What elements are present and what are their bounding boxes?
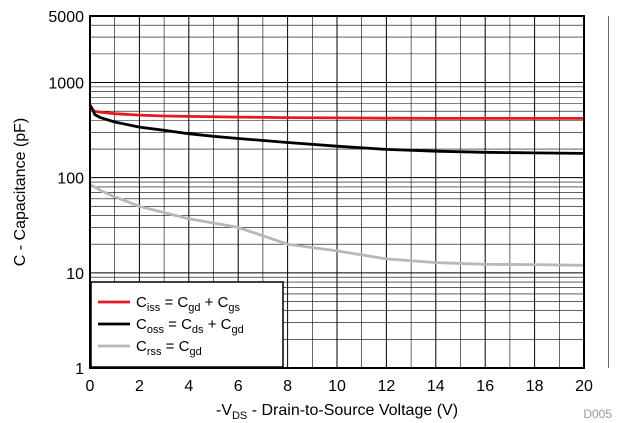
series-line-2 [89, 183, 585, 267]
series-line-1 [88, 104, 585, 155]
series-lines [88, 104, 585, 267]
x-tick-label: 6 [234, 378, 243, 395]
x-tick-labels: 0 2 4 6 8 10 12 14 16 18 20 [86, 378, 593, 395]
x-tick-label: 10 [328, 378, 346, 395]
x-tick-label: 8 [283, 378, 292, 395]
x-axis-label-prefix: -V [216, 402, 232, 419]
x-tick-label: 14 [427, 378, 445, 395]
figure-code: D005 [583, 407, 612, 421]
y-axis-label: C - Capacitance (pF) [12, 118, 29, 267]
x-axis-label-rest: - Drain-to-Source Voltage (V) [247, 402, 458, 419]
y-tick-label: 1 [75, 361, 84, 378]
y-tick-label: 100 [57, 171, 84, 188]
x-tick-label: 0 [86, 378, 95, 395]
x-tick-label: 16 [476, 378, 494, 395]
x-tick-label: 12 [378, 378, 396, 395]
y-tick-label: 5000 [48, 9, 84, 26]
y-tick-labels: 1 10 100 1000 5000 [48, 9, 84, 378]
y-tick-label: 10 [66, 266, 84, 283]
series-line-0 [88, 104, 584, 120]
x-axis-label: -VDS - Drain-to-Source Voltage (V) [216, 402, 458, 422]
x-tick-label: 18 [526, 378, 544, 395]
x-tick-label: 20 [575, 378, 593, 395]
legend-label-0: Ciss = Cgd + Cgs [136, 294, 241, 314]
y-tick-label: 1000 [48, 76, 84, 93]
x-axis-label-subscript: DS [232, 410, 247, 422]
legend-label-2: Crss = Cgd [136, 338, 202, 358]
legend-label-1: Coss = Cds + Cgd [136, 316, 244, 336]
x-tick-label: 2 [135, 378, 144, 395]
plot-frame [89, 15, 585, 369]
x-tick-label: 4 [184, 378, 193, 395]
